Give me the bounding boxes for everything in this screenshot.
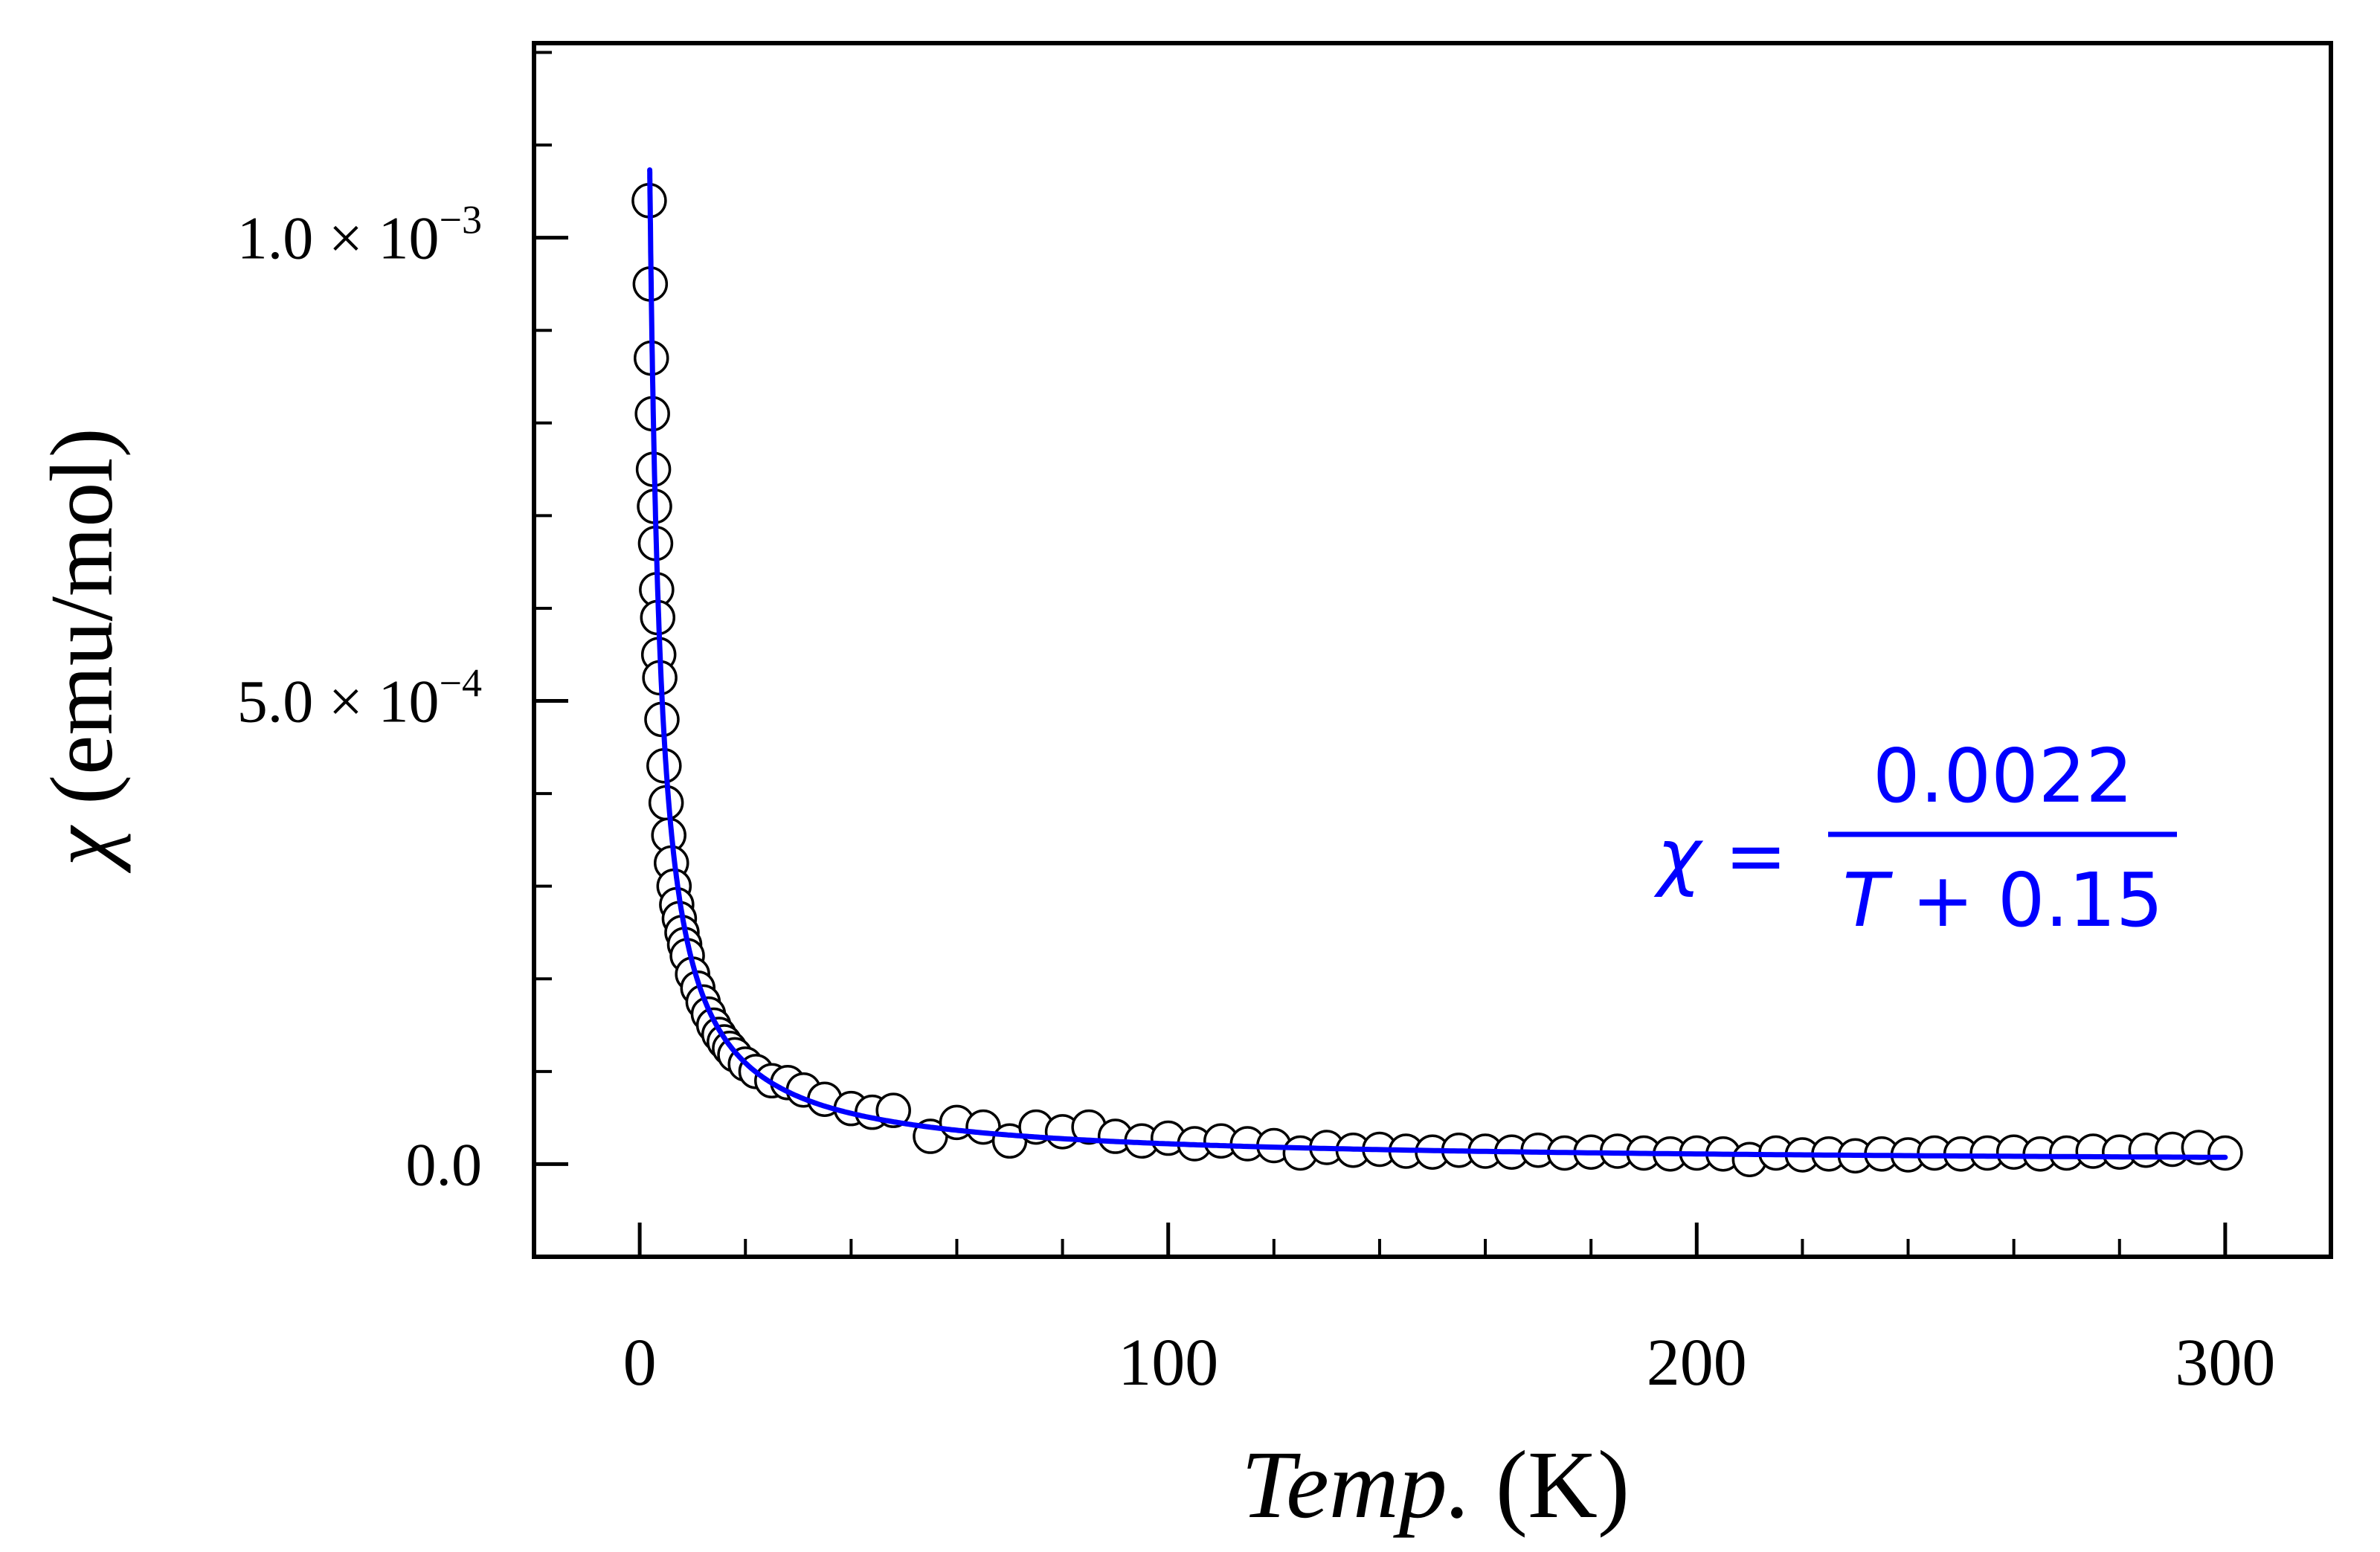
y-axis-title: χ (emu/mol) — [32, 428, 131, 873]
y-tick-mantissa: 1.0 × 10 — [237, 205, 440, 272]
y-tick-mantissa: 0.0 — [406, 1130, 483, 1198]
x-tick-label: 0 — [623, 1326, 657, 1400]
y-tick-exponent: −3 — [440, 198, 482, 242]
fit-curve — [647, 167, 2228, 1160]
fit-curve-group — [647, 167, 2228, 1160]
formula-den-var: T — [1842, 857, 1893, 944]
y-tick-label: 0.0 — [406, 1130, 483, 1198]
x-tick-label: 100 — [1118, 1326, 1218, 1400]
data-points — [631, 183, 2243, 1177]
formula-denominator: T + 0.15 — [1842, 857, 2163, 944]
plot-frame — [532, 41, 2333, 1259]
y-axis-title-unit: (emu/mol) — [32, 428, 131, 805]
y-tick-mantissa: 5.0 × 10 — [237, 668, 440, 735]
x-axis-title-italic: Temp. — [1241, 1432, 1471, 1539]
y-tick-label: 1.0 × 10−3 — [237, 198, 482, 272]
data-point — [2207, 1135, 2243, 1171]
fit-formula: χ = 0.0022 T + 0.15 — [1653, 732, 2177, 944]
formula-den-rest: + 0.15 — [1888, 857, 2164, 944]
formula-lhs: χ = — [1653, 812, 1787, 899]
x-tick-labels: 0 100 200 300 — [623, 1326, 2276, 1400]
y-tick-exponent: −4 — [440, 661, 482, 706]
x-axis-title: Temp. (K) — [1241, 1432, 1630, 1539]
y-tick-labels: 0.0 5.0 × 10−4 1.0 × 10−3 — [237, 198, 482, 1199]
x-tick-label: 300 — [2175, 1326, 2275, 1400]
x-axis-title-unit: (K) — [1496, 1432, 1630, 1539]
y-axis-title-symbol: χ — [32, 825, 131, 874]
y-tick-label: 5.0 × 10−4 — [237, 661, 482, 735]
formula-numerator: 0.0022 — [1873, 732, 2133, 820]
major-ticks — [534, 236, 2228, 1257]
x-tick-label: 200 — [1647, 1326, 1747, 1400]
